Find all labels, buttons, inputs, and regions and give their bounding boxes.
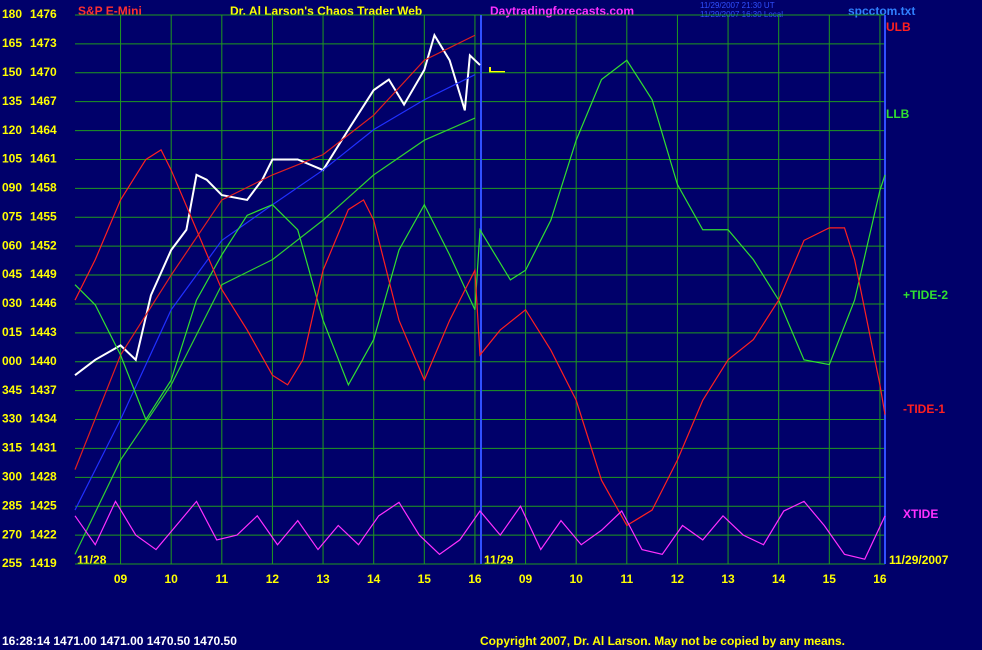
- y-degree-label: 345: [2, 383, 22, 397]
- y-degree-label: 075: [2, 209, 22, 223]
- file-name: spcctom.txt: [848, 4, 915, 18]
- y-tick-label: 1470: [30, 65, 57, 79]
- y-degree-label: 015: [2, 325, 22, 339]
- series-line: [74, 500, 886, 560]
- status: 16:28:14 1471.00 1471.00 1470.50 1470.50: [2, 634, 237, 648]
- x-tick-label: 10: [165, 572, 179, 586]
- y-tick-label: 1434: [30, 412, 57, 426]
- y-degree-label: 045: [2, 267, 22, 281]
- x-tick-label: 09: [519, 572, 533, 586]
- x-tick-label: 09: [114, 572, 128, 586]
- ulb-label: ULB: [886, 20, 911, 34]
- y-tick-label: 1419: [30, 556, 57, 570]
- y-degree-label: 180: [2, 7, 22, 21]
- llb-label: LLB: [886, 107, 910, 121]
- x-tick-label: 11: [215, 572, 228, 586]
- y-degree-label: 270: [2, 527, 22, 541]
- y-degree-label: 150: [2, 65, 22, 79]
- series-line: [74, 148, 886, 527]
- y-tick-label: 1437: [30, 383, 57, 397]
- x-tick-label: 13: [316, 572, 330, 586]
- x-tick-label: 11: [620, 572, 633, 586]
- x-tick-label: 12: [266, 572, 280, 586]
- y-tick-label: 1461: [30, 152, 57, 166]
- y-tick-label: 1473: [30, 36, 57, 50]
- y-degree-label: 120: [2, 123, 22, 137]
- series-label: +TIDE-2: [903, 288, 948, 302]
- y-degree-label: 285: [2, 498, 22, 512]
- copyright: Copyright 2007, Dr. Al Larson. May not b…: [480, 634, 845, 648]
- marker: [489, 67, 505, 73]
- y-degree-label: 330: [2, 412, 22, 426]
- y-tick-label: 1443: [30, 325, 57, 339]
- y-degree-label: 135: [2, 94, 22, 108]
- y-tick-label: 1458: [30, 181, 57, 195]
- y-tick-label: 1446: [30, 296, 57, 310]
- site: Daytradingforecasts.com: [490, 4, 634, 18]
- y-tick-label: 1422: [30, 527, 57, 541]
- series-line: [74, 117, 476, 555]
- series-line: [74, 34, 476, 470]
- y-degree-label: 105: [2, 152, 22, 166]
- series-label: -TIDE-1: [903, 402, 945, 416]
- date-label: 11/29/2007: [889, 553, 949, 567]
- y-tick-label: 1467: [30, 94, 57, 108]
- y-tick-label: 1440: [30, 354, 57, 368]
- y-tick-label: 1428: [30, 469, 57, 483]
- y-degree-label: 300: [2, 469, 22, 483]
- y-tick-label: 1449: [30, 267, 57, 281]
- day-label: 11/29: [484, 553, 514, 567]
- chart-title: Dr. Al Larson's Chaos Trader Web: [230, 4, 422, 18]
- x-tick-label: 15: [418, 572, 432, 586]
- y-degree-label: 030: [2, 296, 22, 310]
- y-degree-label: 060: [2, 238, 22, 252]
- day-label: 11/28: [77, 553, 107, 567]
- y-tick-label: 1431: [30, 441, 57, 455]
- series-label: XTIDE: [903, 507, 938, 521]
- y-tick-label: 1452: [30, 238, 57, 252]
- x-tick-label: 13: [721, 572, 735, 586]
- y-degree-label: 165: [2, 36, 22, 50]
- y-tick-label: 1476: [30, 7, 57, 21]
- x-tick-label: 16: [468, 572, 482, 586]
- y-degree-label: 090: [2, 181, 22, 195]
- header-left: S&P E-Mini: [78, 4, 142, 18]
- y-degree-label: 255: [2, 556, 22, 570]
- x-tick-label: 15: [823, 572, 837, 586]
- y-tick-label: 1425: [30, 498, 57, 512]
- y-degree-label: 315: [2, 441, 22, 455]
- y-tick-label: 1464: [30, 123, 57, 137]
- y-degree-label: 000: [2, 354, 22, 368]
- series-line: [74, 32, 481, 377]
- x-tick-label: 10: [570, 572, 584, 586]
- x-tick-label: 14: [367, 572, 381, 586]
- x-tick-label: 14: [772, 572, 786, 586]
- x-tick-label: 12: [671, 572, 685, 586]
- y-tick-label: 1455: [30, 209, 57, 223]
- x-tick-label: 16: [873, 572, 887, 586]
- time-ut: 11/29/2007 21:30 UT: [700, 1, 775, 10]
